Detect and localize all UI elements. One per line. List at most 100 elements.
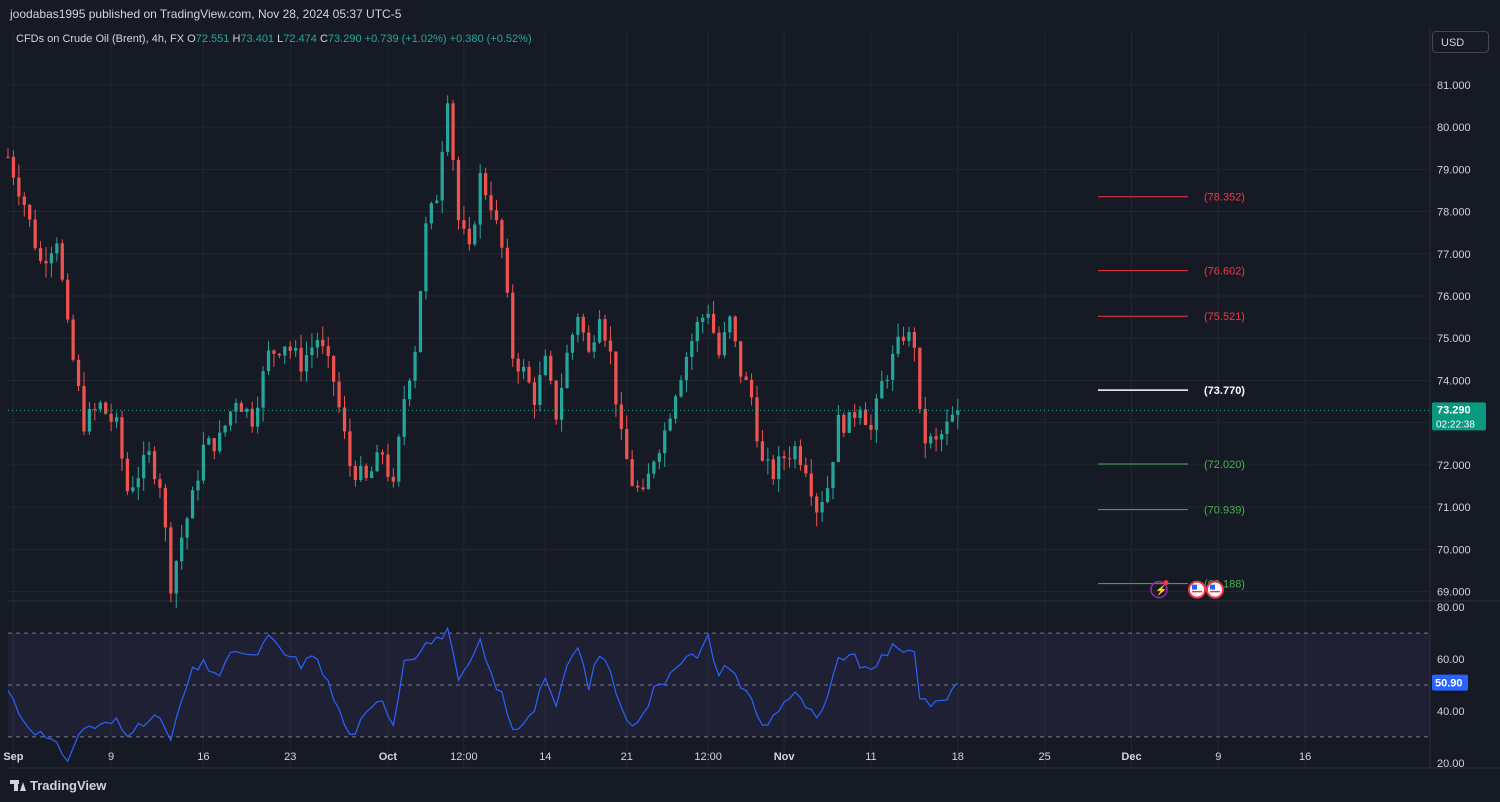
candle-body [939, 434, 944, 440]
candle-body [896, 336, 900, 354]
candle-body [842, 414, 846, 433]
x-tick-label: 16 [1299, 751, 1311, 763]
level-label: (72.020) [1204, 459, 1245, 471]
legend-change-secondary: +0.380 (+0.52%) [449, 33, 532, 45]
candle-body [934, 436, 938, 440]
candle-body [521, 366, 526, 372]
candle-body [228, 411, 233, 426]
x-tick-label: 21 [621, 751, 633, 763]
candle-body [440, 151, 444, 201]
candle-body [234, 403, 238, 412]
candle-body [630, 459, 634, 486]
candle-body [923, 408, 927, 444]
candle-body [766, 459, 770, 461]
y-tick-label: 81.000 [1437, 80, 1471, 92]
candle-body [169, 527, 173, 594]
rsi-tick-label: 20.00 [1437, 758, 1465, 770]
legend-high-value: 73.401 [240, 33, 275, 45]
publisher-caption: joodabas1995 published on TradingView.co… [10, 7, 402, 21]
candle-body [299, 347, 303, 372]
candle-body [543, 355, 547, 376]
rsi-value-badge [1432, 674, 1468, 691]
candle-body [212, 438, 216, 452]
candle-body [614, 351, 618, 405]
tradingview-logo[interactable]: TradingView [10, 778, 106, 793]
rsi-line [7, 626, 959, 763]
candle-body [885, 379, 889, 382]
level-label: (76.602) [1204, 266, 1245, 278]
candle-body [532, 382, 537, 405]
candle-body [82, 385, 86, 432]
candle-body [402, 399, 406, 437]
currency-button[interactable]: USD [1432, 31, 1489, 53]
candle-body [945, 421, 949, 435]
candle-body [483, 173, 488, 196]
candle-body [858, 409, 862, 418]
x-tick-label: 25 [1039, 751, 1051, 763]
candle-body [863, 409, 868, 425]
x-tick-label: 18 [952, 751, 964, 763]
candle-body [918, 347, 922, 409]
rsi-tick-label: 40.00 [1437, 706, 1465, 718]
candle-body [76, 359, 81, 386]
candle-body [690, 341, 694, 357]
candle-body [755, 397, 759, 442]
candle-body [136, 478, 140, 488]
y-tick-label: 75.000 [1437, 333, 1471, 345]
x-tick-label: Oct [379, 751, 398, 763]
candle-body [787, 458, 792, 460]
candle-body [413, 351, 417, 381]
candle-body [364, 465, 368, 479]
candle-body [538, 375, 542, 405]
candle-body [185, 518, 189, 538]
candle-body [125, 458, 130, 492]
level-label: (75.521) [1204, 311, 1245, 323]
candle-body [180, 537, 184, 562]
candle-body [608, 340, 613, 352]
legend-close-value: 73.290 [327, 33, 362, 45]
symbol-legend[interactable]: CFDs on Crude Oil (Brent), 4h, FX O72.55… [16, 33, 532, 45]
candle-body [657, 453, 661, 462]
candle-body [207, 438, 211, 445]
chart-area[interactable] [8, 28, 1430, 600]
legend-symbol[interactable]: CFDs on Crude Oil (Brent), 4h, FX [16, 33, 185, 45]
candle-body [152, 451, 157, 480]
candle-body [559, 387, 564, 420]
lightning-glyph-icon: ⚡ [1155, 584, 1167, 597]
candle-body [494, 210, 499, 221]
candle-body [804, 465, 808, 474]
candle-body [549, 355, 553, 381]
candle-body [798, 446, 803, 466]
candle-body [11, 156, 16, 178]
candle-body [391, 476, 395, 482]
candle-body [570, 334, 575, 353]
candle-body [836, 414, 841, 463]
candle-body [288, 346, 292, 351]
candle-body [49, 253, 54, 264]
x-tick-label: 12:00 [450, 751, 478, 763]
candle-body [880, 381, 884, 399]
candle-body [831, 462, 835, 489]
candle-body [706, 313, 710, 318]
candle-body [218, 432, 222, 452]
candle-body [760, 441, 765, 461]
candle-body [956, 410, 960, 415]
candle-body [701, 317, 705, 322]
candle-body [668, 418, 672, 431]
candle-body [663, 430, 667, 454]
candle-body [500, 220, 504, 248]
candle-body [652, 461, 656, 474]
x-tick-label: Nov [774, 751, 796, 763]
candle-body [158, 479, 162, 488]
candles-group [6, 95, 960, 609]
candle-body [793, 446, 797, 460]
candle-body [641, 487, 645, 490]
legend-close-label: C [319, 33, 328, 45]
level-label: (78.352) [1204, 192, 1245, 204]
candle-body [717, 332, 721, 356]
legend-open-label: O [187, 33, 196, 45]
candle-body [445, 103, 450, 152]
current-price-badge [1432, 402, 1486, 431]
candle-body [901, 336, 906, 341]
